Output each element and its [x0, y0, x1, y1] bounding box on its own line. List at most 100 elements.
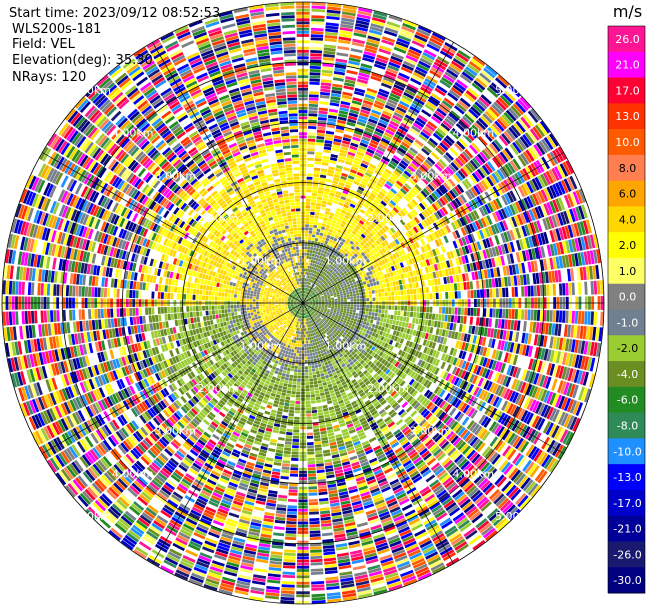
- radar-gate: [315, 393, 320, 396]
- radar-gate: [334, 299, 337, 301]
- radar-gate: [315, 235, 319, 238]
- radar-gate: [310, 215, 314, 218]
- radar-gate: [304, 269, 306, 272]
- radar-gate: [343, 291, 346, 294]
- radar-gate: [362, 278, 366, 282]
- radar-gate: [306, 202, 311, 205]
- radar-gate: [355, 313, 358, 316]
- radar-gate: [314, 349, 317, 352]
- radar-gate: [313, 343, 316, 346]
- radar-gate: [375, 325, 379, 329]
- radar-gate: [385, 310, 388, 314]
- radar-gate: [323, 194, 329, 198]
- radar-gate: [315, 368, 319, 371]
- radar-gate: [315, 158, 322, 161]
- radar-gate: [310, 212, 314, 215]
- radar-gate: [334, 307, 337, 309]
- radar-gate: [343, 167, 350, 172]
- radar-gate: [485, 318, 489, 327]
- radar-gate: [306, 186, 311, 189]
- radar-gate: [402, 322, 406, 327]
- radar-gate: [340, 310, 343, 312]
- radar-gate: [443, 277, 447, 284]
- radar-gate: [438, 285, 441, 292]
- radar-gate: [316, 303, 319, 304]
- radar-gate: [395, 306, 398, 310]
- radar-gate: [309, 107, 318, 110]
- radar-gate: [395, 321, 399, 326]
- radar-gate: [319, 233, 323, 237]
- radar-gate: [378, 289, 381, 293]
- radar-gate: [400, 316, 403, 321]
- radar-gate: [304, 253, 306, 256]
- radar-gate: [551, 378, 557, 391]
- radar-gate: [307, 253, 310, 256]
- radar-gate: [374, 286, 377, 290]
- radar-gate: [466, 282, 470, 290]
- radar-gate: [351, 318, 354, 321]
- radar-gate: [377, 317, 380, 321]
- radar-gate: [377, 285, 380, 289]
- radar-gate: [353, 307, 356, 310]
- radar-gate: [308, 132, 316, 135]
- radar-gate: [323, 453, 330, 457]
- radar-gate: [428, 280, 432, 286]
- radar-gate: [335, 300, 338, 302]
- radar-gate: [344, 295, 347, 297]
- radar-gate: [476, 280, 480, 288]
- radar-gate: [310, 209, 315, 212]
- radar-gate: [308, 340, 310, 343]
- radar-gate: [393, 315, 396, 320]
- radar-gate: [344, 297, 347, 299]
- radar-gate: [318, 114, 327, 118]
- radar-gate: [363, 281, 367, 285]
- radar-gate: [532, 273, 536, 284]
- radar-gate: [572, 282, 575, 295]
- radar-gate: [306, 266, 308, 269]
- radar-gate: [410, 295, 413, 300]
- radar-gate: [367, 326, 371, 330]
- radar-gate: [311, 199, 316, 202]
- radar-gate: [494, 235, 500, 245]
- radar-gate: [314, 384, 318, 387]
- radar-gate: [446, 276, 450, 283]
- radar-gate: [400, 285, 403, 290]
- radar-gate: [306, 212, 310, 215]
- radar-gate: [303, 288, 304, 291]
- radar-gate: [322, 70, 333, 74]
- radar-gate: [419, 288, 422, 294]
- radar-gate: [308, 337, 310, 340]
- radar-gate: [562, 283, 565, 295]
- radar-gate: [417, 294, 420, 299]
- radar-gate: [306, 269, 308, 272]
- radar-gate: [375, 309, 378, 313]
- radar-gate: [344, 304, 347, 306]
- radar-gate: [324, 241, 328, 245]
- radar-gate: [320, 392, 325, 396]
- radar-gate: [321, 399, 326, 403]
- radar-gate: [372, 312, 375, 316]
- radar-gate: [386, 283, 390, 288]
- radar-gate: [319, 367, 323, 370]
- radar-gate: [384, 288, 387, 292]
- radar-gate: [412, 318, 416, 324]
- radar-gate: [321, 353, 324, 357]
- radar-gate: [322, 301, 325, 302]
- radar-gate: [412, 283, 416, 289]
- radar-gate: [318, 187, 324, 191]
- radar-gate: [389, 282, 393, 287]
- radar-gate: [416, 312, 419, 318]
- radar-gate: [429, 293, 432, 299]
- radar-gate: [408, 278, 412, 284]
- radar-gate: [534, 285, 537, 296]
- radar-gate: [308, 266, 310, 269]
- radar-gate: [304, 265, 306, 268]
- radar-gate: [419, 313, 422, 319]
- radar-gate: [323, 369, 327, 373]
- radar-gate: [309, 231, 313, 234]
- radar-gate: [307, 334, 309, 337]
- radar-gate: [365, 288, 368, 292]
- radar-gate: [385, 305, 388, 309]
- radar-gate: [325, 394, 330, 398]
- radar-gate: [312, 250, 315, 253]
